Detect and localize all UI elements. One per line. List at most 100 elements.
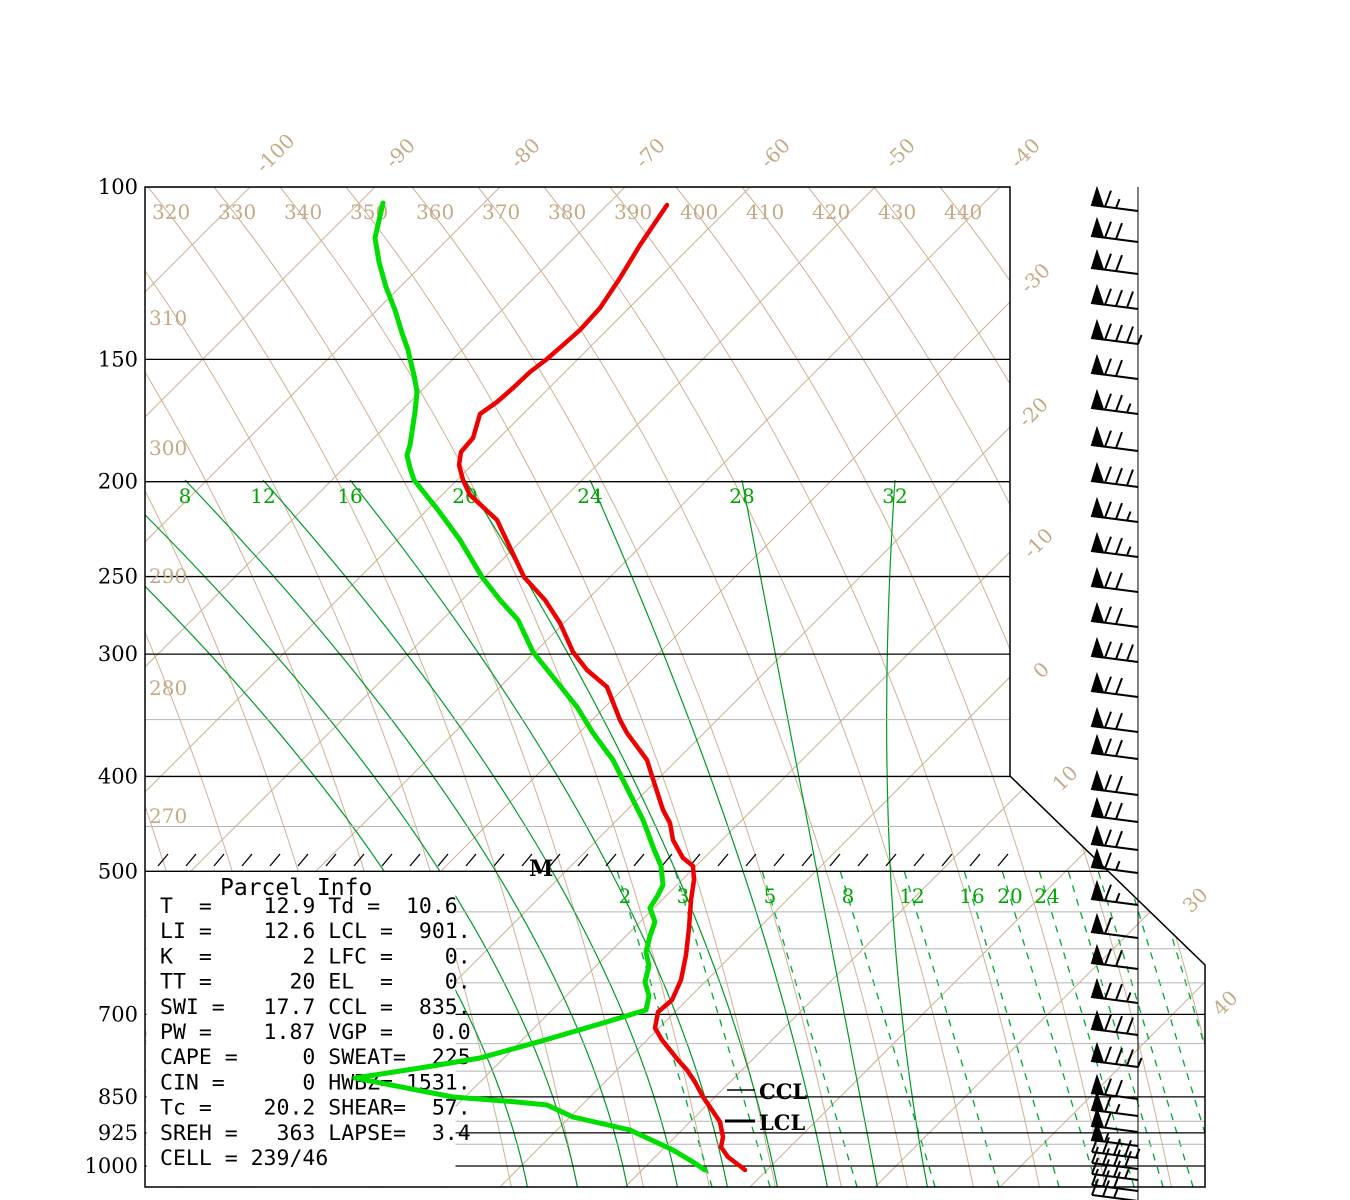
wind-barb <box>1090 461 1139 488</box>
ccl-label: CCL <box>759 1079 807 1104</box>
dry-adiabat-top-label: 440 <box>944 200 982 224</box>
moist-adiabat-label: 8 <box>179 484 192 508</box>
isotherm-line <box>999 187 1205 1187</box>
wind-barb-full <box>1126 1049 1134 1066</box>
wind-barb-full <box>1104 1111 1112 1129</box>
hatch-tick <box>605 853 617 867</box>
dry-adiabat-line <box>345 187 777 1187</box>
isotherm-line <box>374 187 1205 1187</box>
wind-barb-half <box>1115 1103 1121 1114</box>
wind-barb-full <box>1126 291 1134 308</box>
dry-adiabat-top-label: 360 <box>416 200 454 224</box>
wind-barb-full <box>1091 1178 1099 1196</box>
wind-barb <box>1090 425 1139 452</box>
wind-barb-full <box>1104 221 1112 239</box>
moist-adiabat-line <box>741 479 879 1187</box>
mixing-ratio-label: 24 <box>1034 884 1059 908</box>
dry-adiabat-top-label: 340 <box>284 200 322 224</box>
wind-barb-full <box>1115 642 1123 660</box>
moist-adiabat-line <box>184 479 629 1187</box>
hatch-tick <box>213 853 225 867</box>
wind-barb-column <box>1090 185 1143 1200</box>
wind-barb-full <box>1115 537 1123 555</box>
pressure-tick-label: 300 <box>98 642 138 666</box>
wind-barb-pennant <box>1090 496 1105 519</box>
wind-barb <box>1090 796 1139 823</box>
dry-adiabat-left-label: 290 <box>149 564 187 588</box>
wind-barb <box>1090 1120 1139 1147</box>
wind-barb-pennant <box>1090 796 1105 819</box>
moist-adiabat-label: 32 <box>882 484 907 508</box>
hatch-tick <box>577 853 589 867</box>
wind-barb <box>1090 769 1139 796</box>
pressure-tick-label: 925 <box>98 1121 138 1145</box>
parcel-info-line: PW = 1.87 VGP = 0.0 <box>160 1020 471 1045</box>
wind-barb-full <box>1104 358 1112 376</box>
dry-adiabat-line <box>147 187 579 1187</box>
dewpoint-curve <box>352 200 708 1173</box>
dry-adiabat-line <box>145 187 513 1187</box>
wind-barb-pennant <box>1090 769 1105 792</box>
wind-barb-full <box>1126 644 1134 661</box>
moist-adiabat-line <box>145 479 579 1187</box>
wind-barb-full <box>1102 1180 1110 1197</box>
dry-adiabat-line <box>279 187 711 1187</box>
wind-barb <box>1090 912 1139 939</box>
wind-barb-half <box>1126 511 1132 521</box>
wind-barb-full <box>1104 641 1112 659</box>
wind-barb-full <box>1115 359 1123 377</box>
wind-barb-full <box>1104 917 1112 935</box>
wind-barb-full <box>1113 1171 1121 1189</box>
wind-barb <box>1090 353 1139 380</box>
hatch-tick <box>465 853 477 867</box>
parcel-info-box <box>146 872 456 1186</box>
wind-barb-full <box>1115 572 1123 590</box>
dry-adiabat-top-label: 410 <box>746 200 784 224</box>
hatch-tick <box>297 853 309 867</box>
pressure-tick-label: 150 <box>98 347 138 371</box>
wind-barb-full <box>1115 431 1123 449</box>
dry-adiabat-top-label: 420 <box>812 200 850 224</box>
hatch-tick <box>549 853 561 867</box>
wind-barb-full <box>1115 502 1123 520</box>
parcel-info-title: Parcel Info <box>220 875 372 901</box>
wind-barb-full <box>1126 1017 1134 1034</box>
hatch-tick <box>325 853 337 867</box>
isotherm-line <box>145 187 876 1187</box>
wind-barb <box>1091 1168 1139 1192</box>
wind-barb-full <box>1104 430 1112 448</box>
moist-adiabat-line <box>262 479 679 1187</box>
wind-barb-pennant <box>1090 461 1105 484</box>
wind-barb-full <box>1104 606 1112 624</box>
wind-barb-pennant <box>1090 1041 1105 1064</box>
wind-barb-full <box>1115 739 1123 757</box>
wind-barb-full <box>1115 254 1123 272</box>
moist-adiabat-line <box>886 479 929 1187</box>
wind-barb-half <box>1137 334 1143 345</box>
wind-barb-full <box>1102 1159 1110 1176</box>
wind-barb-full <box>1115 983 1123 1001</box>
wind-barb <box>1090 824 1139 851</box>
wind-barb-full <box>1104 1014 1112 1032</box>
wind-barb <box>1090 496 1139 523</box>
pressure-axis-labels: 100 150 200 250 300 400 500 700 850 925 1000 <box>85 175 138 1178</box>
hatch-tick <box>941 853 953 867</box>
wind-barb-full <box>1115 1079 1123 1097</box>
wind-barb-pennant <box>1090 847 1105 870</box>
wind-barb-pennant <box>1090 1009 1105 1032</box>
wind-barb <box>1090 706 1139 733</box>
wind-barb-pennant <box>1090 353 1105 376</box>
wind-barb <box>1091 1135 1141 1159</box>
wind-barb-full <box>1091 1135 1099 1153</box>
isotherm-line <box>874 187 1205 1187</box>
freezing-hatch-line <box>157 853 1009 867</box>
wind-barb-pennant <box>1090 671 1105 694</box>
dry-adiabat-top-label: 400 <box>680 200 718 224</box>
green-labels: 8 12 16 20 24 28 322 3 5 8 12 16 20 24 <box>179 484 1060 908</box>
moist-adiabat-label: 16 <box>337 484 362 508</box>
wind-barb <box>1090 636 1139 663</box>
wind-barb <box>1090 531 1139 558</box>
mixing-ratio-label: 2 <box>619 884 632 908</box>
wind-barb-full <box>1113 1160 1121 1178</box>
